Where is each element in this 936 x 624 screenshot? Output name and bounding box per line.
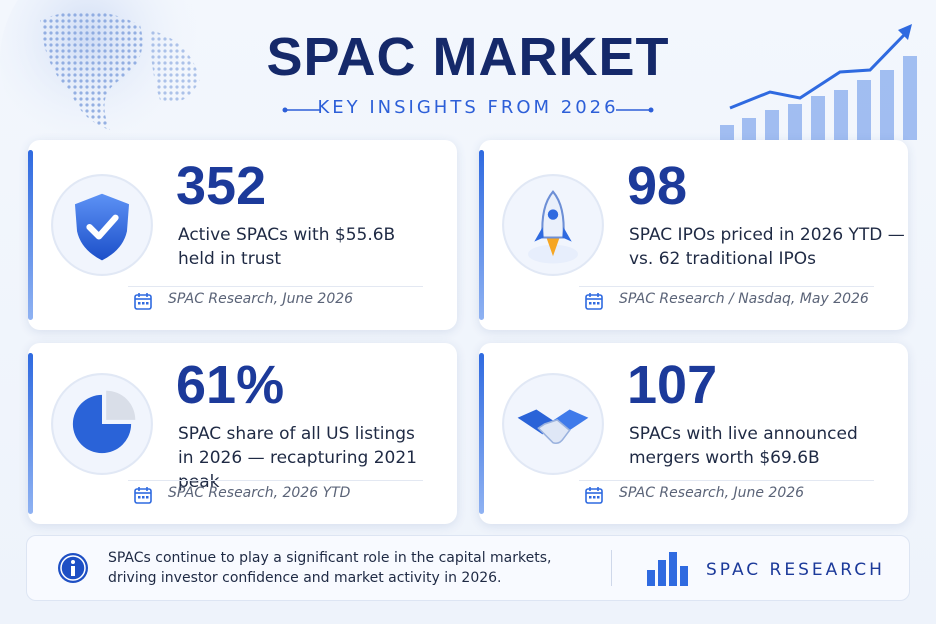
brand-logo: [647, 552, 688, 586]
footer-line: SPACs continue to play a significant rol…: [108, 550, 552, 566]
description-line: in 2026 — recapturing 2021 peak: [178, 447, 417, 492]
description-line: mergers worth $69.6B: [629, 447, 820, 468]
separator: [611, 550, 612, 586]
brand: SPAC RESEARCH: [706, 560, 885, 580]
card-icon: [51, 372, 153, 475]
card-icon: [502, 174, 604, 276]
footer: SPACs continue to play a significant rol…: [26, 535, 910, 601]
stat-description: SPACs with live announced mergers worth $…: [629, 422, 858, 470]
accent-bar: [28, 353, 33, 514]
source: SPAC Research, June 2026: [619, 485, 805, 501]
decoration: [0, 0, 917, 140]
stat-value: 61%: [176, 354, 285, 415]
info-icon: [58, 553, 88, 583]
calendar-icon: [134, 487, 152, 504]
calendar-icon: [585, 293, 603, 310]
description-line: Active SPACs with $55.6B: [178, 225, 396, 245]
source: SPAC Research, June 2026: [168, 291, 354, 307]
description-line: SPAC IPOs priced in 2026 YTD —: [629, 225, 905, 245]
card-icon: [502, 372, 604, 475]
footer-line: driving investor confidence and market a…: [108, 570, 502, 586]
description-line: vs. 62 traditional IPOs: [629, 249, 816, 269]
description-line: SPACs with live announced: [629, 423, 858, 444]
stat-card: 61% SPAC share of all US listings in 2026…: [28, 343, 457, 524]
description-line: SPAC share of all US listings: [178, 423, 415, 444]
divider: [128, 480, 423, 481]
card-icon: [51, 174, 153, 276]
accent-bar: [479, 353, 484, 514]
stat-description: SPAC share of all US listings in 2026 — r…: [178, 422, 457, 494]
divider: [579, 480, 874, 481]
description-line: held in trust: [178, 249, 282, 269]
stat-card: 98 SPAC IPOs priced in 2026 YTD — vs. 62 …: [479, 140, 908, 330]
divider: [579, 286, 874, 287]
stat-card: 352 Active SPACs with $55.6B held in trus…: [28, 140, 457, 330]
stat-description: Active SPACs with $55.6B held in trust: [178, 223, 395, 271]
calendar-icon: [134, 293, 152, 310]
stat-value: 107: [627, 354, 718, 415]
accent-bar: [479, 150, 484, 320]
source: SPAC Research / Nasdaq, May 2026: [619, 291, 869, 307]
stat-description: SPAC IPOs priced in 2026 YTD — vs. 62 tra…: [629, 223, 905, 271]
accent-bar: [28, 150, 33, 320]
footer-text: SPACs continue to play a significant rol…: [108, 548, 551, 588]
subtitle: KEY INSIGHTS FROM 2026: [317, 97, 619, 118]
stat-value: 352: [176, 156, 267, 216]
calendar-icon: [585, 487, 603, 504]
source: SPAC Research, 2026 YTD: [168, 485, 351, 501]
stat-value: 98: [627, 156, 688, 216]
title: SPAC MARKET: [266, 27, 670, 87]
divider: [128, 286, 423, 287]
stat-card: 107 SPACs with live announced mergers wor…: [479, 343, 908, 524]
